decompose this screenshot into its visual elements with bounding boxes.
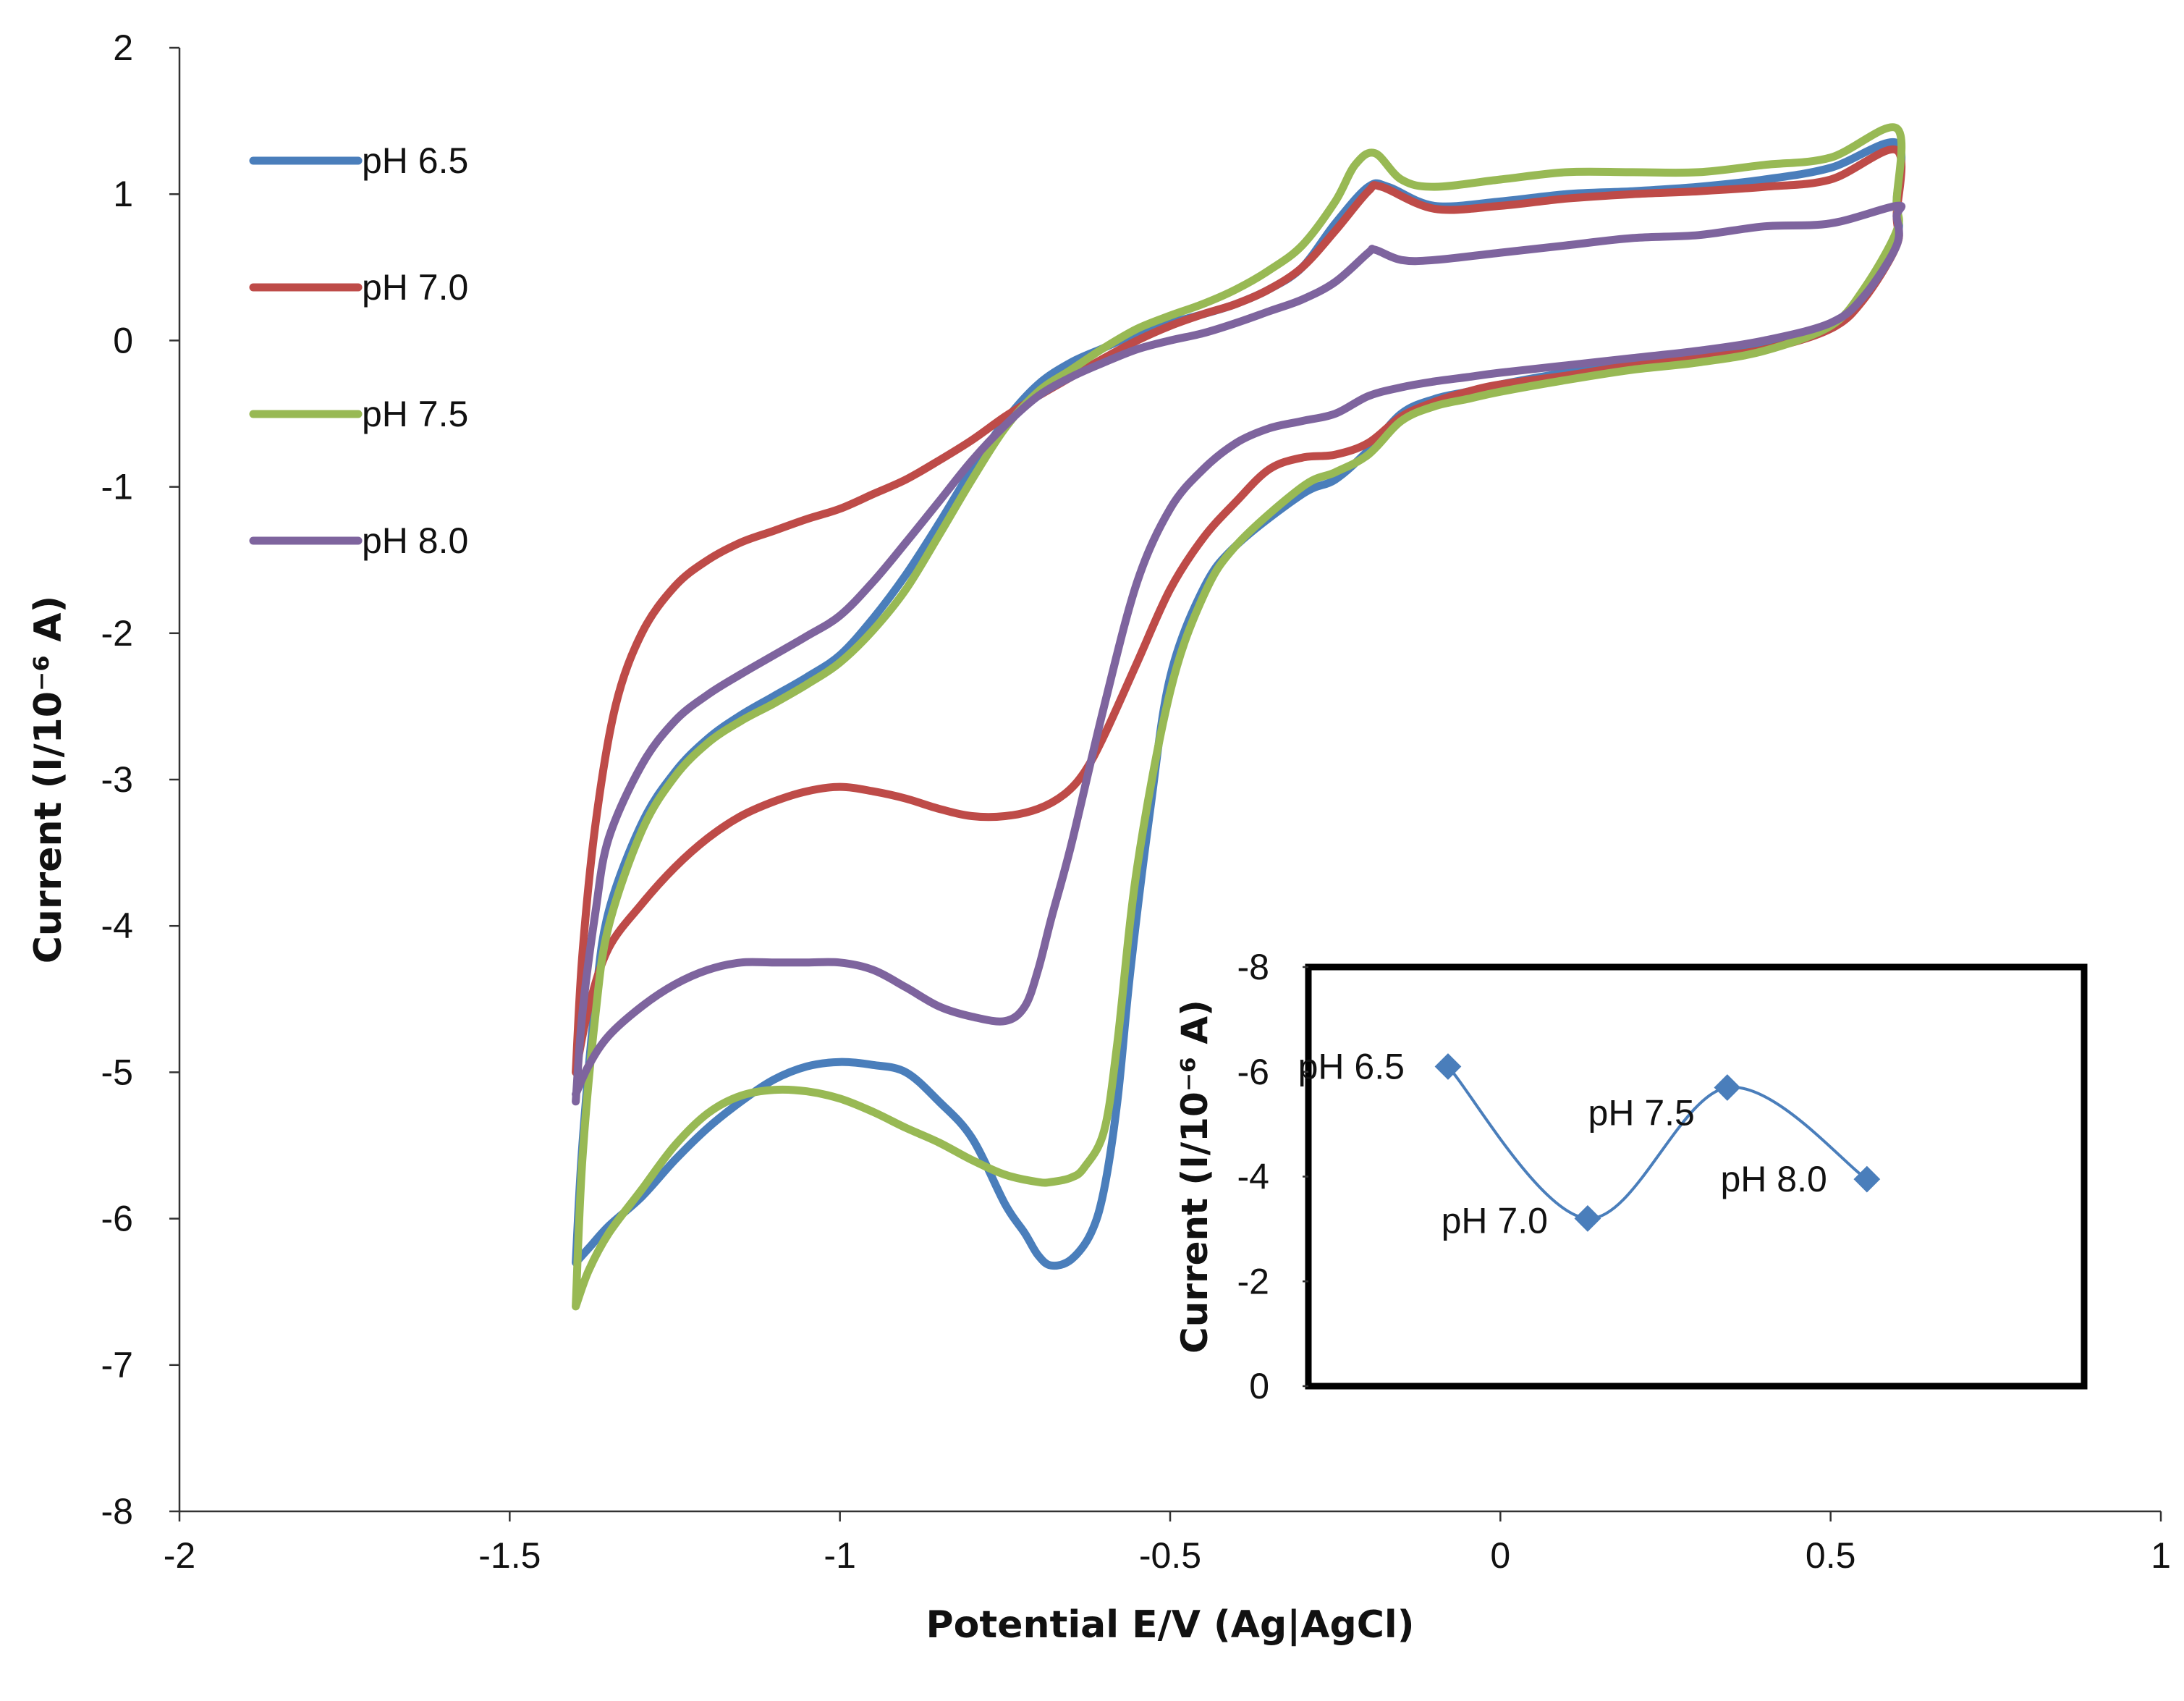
- inset-data-label: pH 8.0: [1721, 1159, 1827, 1199]
- inset-data-label: pH 7.0: [1442, 1200, 1548, 1241]
- x-tick-label: -0.5: [1139, 1535, 1201, 1576]
- inset-data-point: [1434, 1053, 1462, 1080]
- inset-chart: -8 -6 -4 -2 0 Current (I/10⁻⁶ A) pH 6.5 pH 7.0 p…: [1174, 947, 2088, 1406]
- x-tick-label: 0.5: [1806, 1535, 1856, 1576]
- inset-y-tick-label: -2: [1237, 1261, 1269, 1301]
- x-axis-title: Potential E/V (Ag|AgCl): [926, 1603, 1415, 1647]
- inset-data-label: pH 7.5: [1588, 1092, 1695, 1133]
- y-tick-label: 1: [113, 174, 133, 214]
- inset-frame: [1305, 963, 2088, 1390]
- inset-y-tick-label: -4: [1237, 1157, 1269, 1197]
- legend-label: pH 7.0: [362, 267, 468, 308]
- y-axis-title: Current (I/10⁻⁶ A): [27, 596, 70, 964]
- y-tick-label: -1: [101, 467, 133, 507]
- inset-data-label: pH 6.5: [1298, 1047, 1405, 1087]
- legend: pH 6.5 pH 7.0 pH 7.5 pH 8.0: [249, 140, 468, 561]
- y-tick-label: -2: [101, 613, 133, 654]
- inset-y-tick-label: 0: [1249, 1366, 1269, 1406]
- series-line-ph-8-0: [572, 201, 1906, 1106]
- x-tick-label: -1.5: [478, 1535, 541, 1576]
- y-tick-label: -8: [101, 1491, 133, 1532]
- inset-data-point: [1853, 1165, 1881, 1193]
- legend-label: pH 7.5: [362, 394, 468, 434]
- inset-y-tick-label: -6: [1237, 1052, 1269, 1092]
- x-tick-label: 1: [2151, 1535, 2171, 1576]
- legend-label: pH 8.0: [362, 520, 468, 561]
- inset-data-point: [1574, 1205, 1601, 1232]
- legend-label: pH 6.5: [362, 140, 468, 181]
- inset-data-point: [1714, 1074, 1741, 1101]
- y-tick-label: -7: [101, 1345, 133, 1385]
- y-tick-label: 2: [113, 28, 133, 68]
- y-tick-label: -3: [101, 759, 133, 800]
- y-tick-label: -6: [101, 1199, 133, 1239]
- inset-series-line: [1447, 1065, 1868, 1220]
- y-tick-label: -4: [101, 906, 133, 946]
- y-tick-label: 0: [113, 320, 133, 360]
- x-tick-label: -2: [164, 1535, 195, 1576]
- inset-y-axis-title: Current (I/10⁻⁶ A): [1174, 1000, 1216, 1354]
- inset-y-tick-label: -8: [1237, 947, 1269, 987]
- main-plot-area: 2 1 0 -1 -2 -3 -4 -5 -6 -7 -8 -2 -1.5 -1 -0.5 0 0.5 1 Pote…: [27, 28, 2171, 1647]
- x-tick-label: 0: [1490, 1535, 1510, 1576]
- y-tick-label: -5: [101, 1052, 133, 1092]
- x-tick-label: -1: [824, 1535, 855, 1576]
